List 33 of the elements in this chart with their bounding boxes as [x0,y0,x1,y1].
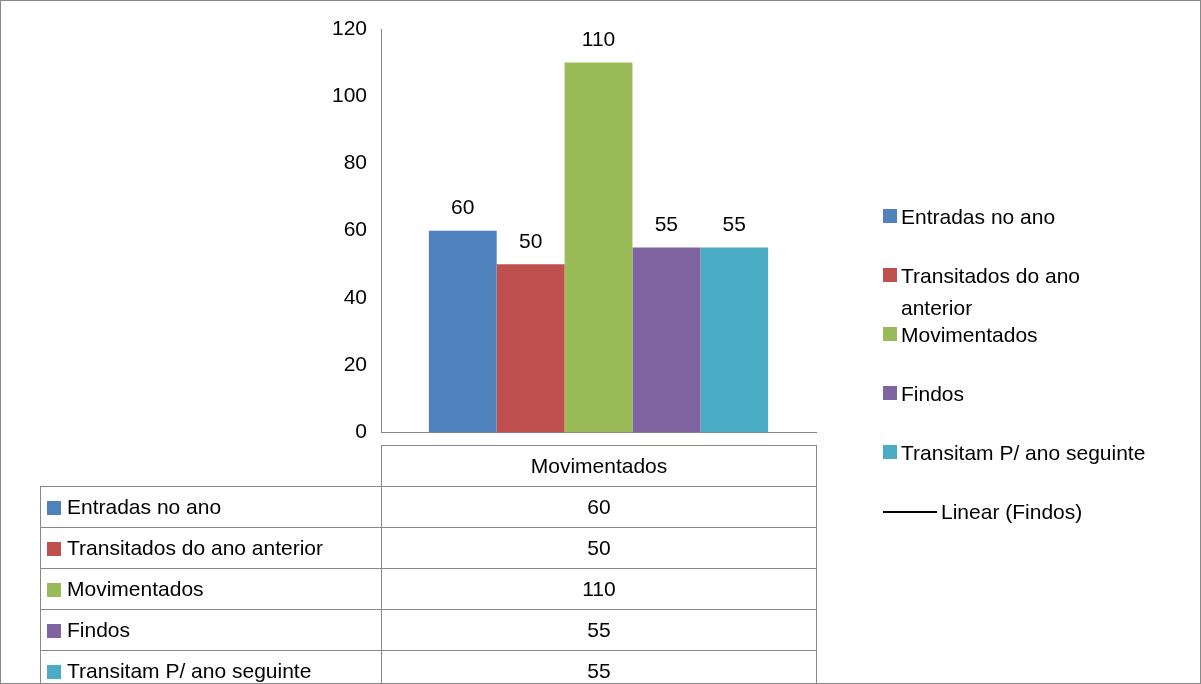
bar [428,230,497,433]
legend-label: Transitam P/ ano seguinte [901,440,1146,466]
text: 55 [587,618,611,641]
legend-label: Entradas no ano [40,486,382,528]
y-tick-label: 80 [343,150,367,174]
data-label: 55 [654,211,679,235]
text: 50 [587,536,611,559]
text: 110 [582,577,616,600]
y-tick-label: 0 [355,419,367,443]
legend-label: Movimentados [901,322,1038,348]
text: Findos [67,618,131,641]
bar [496,264,565,433]
bar [632,247,701,433]
y-tick-label: 60 [343,217,367,241]
data-label: 110 [581,26,616,50]
text: Entradas no ano [901,205,1056,228]
text: 55 [587,659,611,682]
text: Movimentados [67,577,204,600]
text: 60 [587,495,611,518]
y-tick-label: 120 [331,15,367,39]
data-label: 60 [451,195,475,218]
text: Transitam P/ ano seguinte [67,659,312,682]
legend-label: Findos [901,381,965,407]
bar [564,62,633,433]
y-tick-label: 40 [343,284,367,308]
legend-label: Linear (Findos) [941,499,1083,525]
legend-label: Transitados do ano anterior [40,527,382,569]
data-label: 55 [722,211,746,235]
data-label: 50 [518,228,543,252]
bar [700,247,769,433]
y-tick-label: 20 [343,351,367,375]
text: Transitados do ano anterior [901,264,1081,319]
y-tick-label: 100 [331,83,367,107]
